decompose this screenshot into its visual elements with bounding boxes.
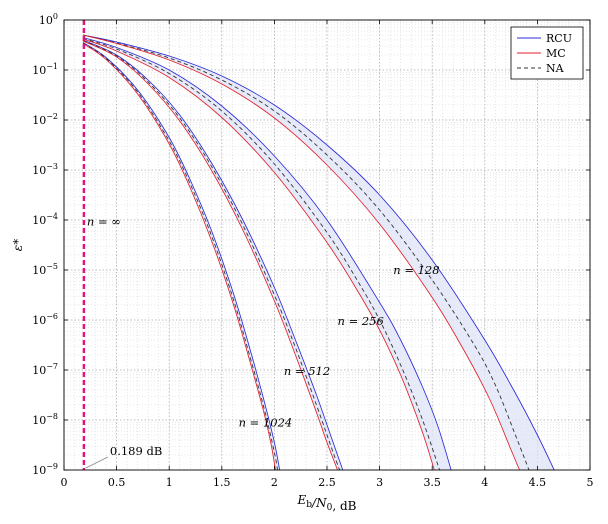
x-tick-label: 0.5 [108,476,126,489]
limit-infinity-label: n = ∞ [87,215,121,229]
band-n=128 [82,35,555,470]
x-tick-label: 3 [376,476,383,489]
y-tick-label: 10−1 [32,62,58,77]
na-curve-n=1024 [82,42,278,471]
x-tick-label: 5 [587,476,594,489]
y-tick-label: 10−5 [32,262,58,277]
mc-curve-n=128 [82,34,520,471]
plot-frame [63,19,591,471]
legend-label-rcu: RCU [546,32,572,45]
mc-curve-n=256 [82,38,435,471]
n-label: n = 256 [338,314,384,328]
n-label: n = 1024 [239,416,293,430]
n-label: n = 128 [393,263,439,277]
x-tick-label: 2 [271,476,278,489]
mc-curve-n=512 [82,40,338,471]
y-axis-label: ε* [11,239,25,251]
y-tick-label: 10−9 [32,462,58,477]
x-tick-label: 0 [61,476,68,489]
y-tick-label: 10−4 [32,212,58,227]
x-tick-label: 4 [481,476,488,489]
mc-curve-n=1024 [82,43,276,471]
x-tick-label: 4.5 [529,476,547,489]
limit-value-label: 0.189 dB [110,444,162,458]
x-tick-label: 3.5 [423,476,441,489]
na-curve-n=512 [82,40,341,471]
legend: RCU MC NA [510,26,584,80]
legend-label-mc: MC [546,47,566,60]
na-curve-n=256 [82,38,440,471]
limit-leader-line [85,456,109,469]
rcu-curve-n=256 [82,37,452,471]
n-label: n = 512 [284,364,330,378]
rcu-curve-n=1024 [82,42,281,471]
x-tick-label: 2.5 [318,476,336,489]
shaded-bands [82,35,555,470]
x-tick-label: 1.5 [213,476,231,489]
rcu-curve-n=128 [82,34,555,471]
y-tick-label: 10−6 [32,312,58,327]
band-n=1024 [82,42,280,470]
blocklength-labels: n = 128 n = 256 n = 512 n = 1024 [239,263,440,430]
y-tick-label: 10−8 [32,412,58,427]
x-axis-label: Eb/N0, dB [297,493,357,513]
x-tick-label: 1 [166,476,173,489]
curves [82,34,555,471]
legend-label-na: NA [546,62,565,75]
y-tick-label: 10−3 [32,162,58,177]
y-tick-label: 100 [39,12,58,27]
rcu-curve-n=512 [82,39,344,471]
na-curve-n=128 [82,34,530,471]
y-tick-label: 10−2 [32,112,58,127]
shannon-limit: n = ∞ 0.189 dB [82,20,162,470]
y-tick-label: 10−7 [32,362,58,377]
